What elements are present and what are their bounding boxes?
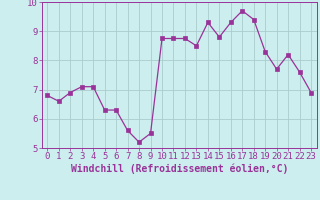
X-axis label: Windchill (Refroidissement éolien,°C): Windchill (Refroidissement éolien,°C) [70,164,288,174]
